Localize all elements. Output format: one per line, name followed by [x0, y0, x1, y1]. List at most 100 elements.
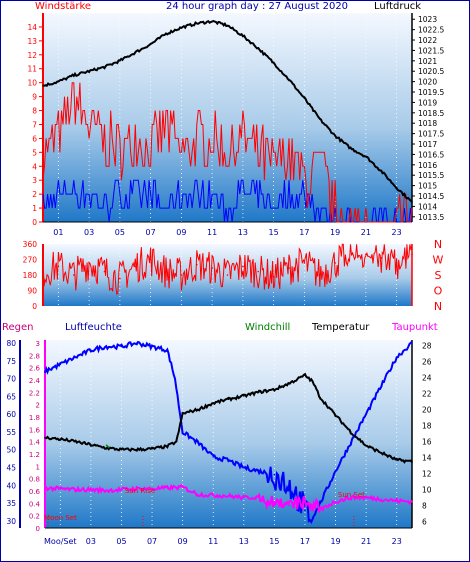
humidity-point	[311, 516, 314, 519]
rain-y-tick: 0.4	[29, 500, 41, 508]
temperature-point	[227, 398, 230, 401]
pressure-y-tick: 1017	[418, 140, 437, 149]
humidity-point	[44, 370, 46, 373]
pressure-y-tick: 1021	[418, 57, 437, 66]
pressure-y-tick: 1014	[418, 202, 437, 211]
direction-point	[365, 253, 367, 256]
humidity-y-tick: 35	[6, 499, 16, 508]
wind-y-tick: 3	[32, 176, 37, 185]
dewpoint-point	[242, 496, 245, 499]
direction-point	[180, 274, 183, 276]
dewpoint-point	[350, 496, 352, 499]
sun-set-label: Sun Set	[338, 491, 365, 499]
humidity-point	[59, 363, 62, 366]
x-tick-label: 21	[361, 537, 371, 546]
wind-y-tick: 1	[32, 204, 37, 213]
dewpoint-point	[319, 508, 322, 511]
direction-point	[134, 265, 137, 268]
wind-y-tick: 10	[27, 79, 37, 88]
temp-y-tick: 20	[422, 406, 432, 415]
pressure-point	[195, 22, 198, 25]
x-tick-label: 21	[361, 228, 371, 237]
wind-y-tick: 14	[27, 23, 37, 32]
humidity-point	[365, 413, 367, 415]
rain-y-tick: 1.2	[29, 451, 40, 459]
pressure-point	[395, 186, 398, 189]
wind-y-tick: 4	[32, 162, 37, 171]
wind-y-tick: 6	[32, 134, 37, 143]
x-tick-label: 13	[238, 228, 248, 237]
dewpoint-point	[304, 501, 306, 504]
direction-point	[88, 262, 90, 264]
series-gust-line	[42, 179, 413, 223]
temperature-point	[350, 431, 352, 433]
humidity-point	[135, 342, 138, 344]
rain-y-tick: 0.2	[29, 513, 40, 521]
pressure-point	[72, 74, 75, 77]
pressure-point	[134, 51, 137, 54]
moon-set-label: Moon Set	[44, 514, 77, 522]
dewpoint-point	[181, 486, 184, 489]
pressure-y-tick: 1014.5	[418, 192, 444, 201]
humidity-y-tick: 45	[6, 464, 16, 473]
direction-compass-label: O	[434, 285, 443, 298]
series-windchill-line	[105, 444, 110, 449]
pressure-point	[149, 43, 152, 45]
wind-y-tick: 11	[27, 65, 37, 74]
x-tick-label: 05	[115, 228, 125, 237]
temp-y-tick: 14	[422, 454, 432, 463]
humidity-y-tick: 75	[6, 357, 16, 366]
humidity-point	[120, 345, 123, 348]
direction-y-tick: 0	[32, 302, 37, 311]
temp-y-tick: 16	[422, 438, 432, 447]
dewpoint-point	[120, 488, 123, 491]
wind-y-tick: 12	[27, 51, 37, 60]
direction-point	[349, 250, 352, 252]
wind-pressure-plot-area	[43, 13, 412, 222]
temp-y-tick: 10	[422, 486, 432, 495]
pressure-y-tick: 1020.5	[418, 67, 444, 76]
dewpoint-point	[166, 487, 169, 489]
pressure-point	[380, 170, 383, 172]
pressure-y-tick: 1019.5	[418, 88, 444, 97]
pressure-y-tick: 1016.5	[418, 150, 444, 159]
pressure-point	[349, 147, 352, 149]
temperature-point	[258, 391, 260, 393]
wind-title: Windstärke	[35, 1, 91, 12]
series-wind-line	[42, 82, 413, 223]
humidity-point	[242, 466, 245, 469]
rain-y-tick: 1.8	[29, 414, 40, 422]
humidity-point	[166, 349, 169, 351]
rain-y-tick: 2.8	[29, 352, 40, 360]
temperature-point	[44, 436, 46, 439]
x-tick-label: Moo/Set	[44, 537, 77, 546]
x-tick-label: 03	[84, 228, 94, 237]
pressure-point	[257, 47, 260, 50]
temp-y-tick: 24	[422, 374, 432, 383]
dewpoint-point	[395, 500, 398, 502]
temperature-point	[288, 382, 291, 385]
direction-point	[334, 262, 336, 264]
x-tick-label: 19	[330, 537, 340, 546]
direction-point	[395, 262, 398, 264]
pressure-y-tick: 1022	[418, 36, 437, 45]
temperature-point	[311, 380, 314, 383]
pressure-point	[165, 32, 167, 35]
temperature-point	[151, 448, 153, 450]
temperature-point	[411, 460, 413, 463]
humidity-point	[304, 509, 306, 512]
dewpoint-point	[90, 488, 92, 491]
dewpoint-point	[288, 504, 291, 507]
temp-y-tick: 18	[422, 422, 432, 431]
wind-y-tick: 0	[32, 218, 37, 227]
dewpoint-point	[59, 488, 62, 490]
humidity-point	[273, 473, 276, 476]
sun-rise-label: Sun Rise	[125, 487, 155, 495]
pressure-y-tick: 1020	[418, 78, 437, 87]
direction-point	[42, 270, 44, 273]
pressure-point	[318, 118, 321, 120]
pressure-point	[211, 20, 213, 23]
dewpoint-point	[411, 500, 413, 503]
temperature-point	[135, 448, 138, 451]
